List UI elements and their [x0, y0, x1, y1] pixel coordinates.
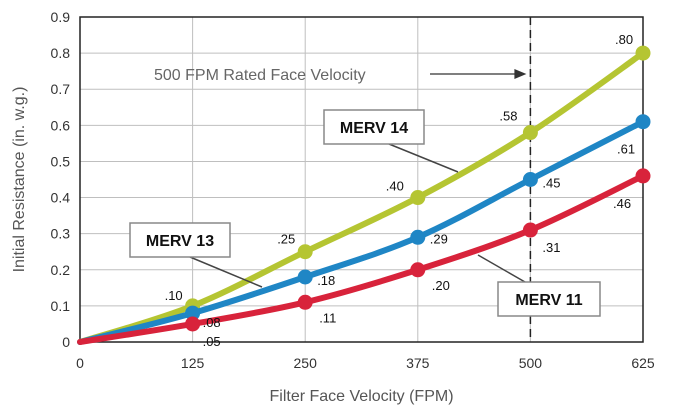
x-tick-label: 250 — [294, 355, 318, 371]
merv-14-point — [297, 244, 313, 260]
data-label: .25 — [277, 232, 295, 247]
data-label: .80 — [615, 32, 633, 47]
merv-14-callout-label: MERV 14 — [340, 120, 408, 137]
y-tick-label: 0.4 — [51, 190, 71, 206]
merv-13-point — [185, 305, 201, 321]
data-label: .61 — [617, 142, 635, 157]
y-tick-label: 0.7 — [51, 81, 71, 97]
tick-labels: 0 125 250 375 500 625 0 0.1 0.2 0.3 0.4 0.5 0.6 0.7 0.… — [51, 9, 655, 371]
y-axis-label: Initial Resistance (in. w.g.) — [11, 87, 28, 273]
merv-13-callout-box — [129, 222, 231, 258]
y-tick-label: 0.2 — [51, 262, 71, 278]
data-labels: .10 .25 .40 .58 .80 .08 .18 .29 .45 .61 .05 .11 .20.… — [165, 32, 635, 349]
x-tick-label: 0 — [76, 355, 84, 371]
merv-13-leader-line — [189, 256, 263, 288]
merv-11-line — [77, 172, 646, 345]
merv-11-point — [410, 262, 426, 278]
merv-13-line — [77, 118, 646, 345]
data-label: .40 — [386, 179, 404, 194]
y-tick-label: 0.9 — [51, 9, 71, 25]
y-tick-label: 0 — [62, 334, 70, 350]
x-tick-label: 500 — [519, 355, 543, 371]
y-tick-label: 0.5 — [51, 153, 71, 169]
merv-14-callout-box — [323, 109, 425, 145]
merv-14-point — [522, 125, 538, 141]
data-label: .29 — [430, 231, 448, 246]
series-layer — [77, 45, 651, 345]
merv-13-point — [297, 269, 313, 285]
merv-11-point — [635, 168, 651, 184]
data-label: .05 — [203, 334, 221, 349]
y-tick-label: 0.6 — [51, 117, 71, 133]
data-label: .45 — [542, 176, 560, 191]
y-tick-label: 0.1 — [51, 298, 71, 314]
data-label: .10 — [165, 288, 183, 303]
merv-11-leader-line — [477, 254, 526, 283]
x-axis-label: Filter Face Velocity (FPM) — [269, 388, 453, 405]
data-label: .46 — [613, 196, 631, 211]
data-label: .08 — [203, 315, 221, 330]
data-label: .58 — [499, 109, 517, 124]
series-callouts: MERV 14 MERV 13 MERV 11 — [129, 109, 601, 317]
x-tick-label: 125 — [181, 355, 205, 371]
merv-11-point — [297, 294, 313, 310]
annotation-arrow-head — [514, 69, 527, 79]
merv-13-callout-label: MERV 13 — [146, 233, 214, 250]
merv-11-point — [185, 316, 201, 332]
x-tick-label: 625 — [631, 355, 655, 371]
y-tick-label: 0.3 — [51, 226, 71, 242]
x-tick-label: 375 — [406, 355, 430, 371]
merv-13-point — [522, 172, 538, 187]
y-tick-label: 0.8 — [51, 45, 71, 61]
merv-13-point — [410, 229, 426, 245]
merv-14-leader-line — [388, 143, 459, 173]
merv-11-callout-label: MERV 11 — [515, 292, 582, 309]
merv-13-point — [635, 114, 651, 130]
rated-velocity-annotation: 500 FPM Rated Face Velocity — [154, 67, 527, 84]
data-label: .18 — [317, 273, 335, 288]
rated-velocity-annotation-text: 500 FPM Rated Face Velocity — [154, 67, 366, 84]
data-label: .20 — [432, 278, 450, 293]
data-label: .11 — [319, 310, 336, 325]
merv-14-point — [410, 190, 426, 206]
data-label: .31 — [542, 240, 560, 255]
merv-11-point — [522, 222, 538, 238]
merv-11-callout-box — [497, 281, 601, 317]
merv-14-point — [635, 45, 651, 61]
